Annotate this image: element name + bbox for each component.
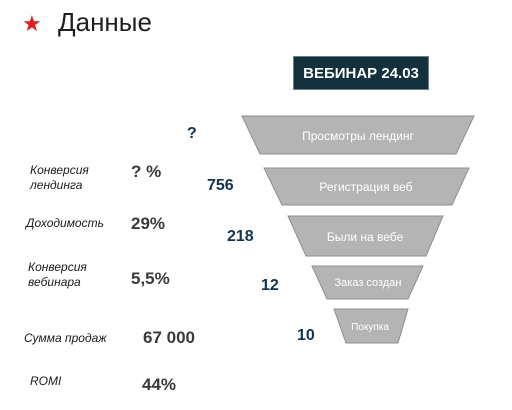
funnel-stage-attended: Были на вебе (287, 215, 444, 257)
funnel-label-registrations: Регистрация веб (319, 180, 412, 194)
metric-value-sales-sum: 67 000 (143, 328, 195, 347)
funnel-count-orders: 12 (261, 277, 279, 294)
page-title: Данные (58, 7, 152, 37)
metric-value-attendance: 29% (131, 214, 166, 233)
funnel-stage-purchases: Покупка (333, 308, 409, 344)
metric-value-landing-conversion: ? % (131, 162, 162, 181)
metric-label-romi: ROMI (30, 374, 62, 388)
funnel-count-registrations: 756 (207, 177, 234, 194)
funnel-shape-views (241, 115, 475, 155)
metric-value-webinar-conversion: 5,5% (131, 269, 170, 288)
funnel-label-orders: Заказ создан (335, 277, 402, 289)
funnel-count-views: ? (187, 125, 197, 142)
funnel-shape-attended (287, 215, 444, 257)
metric-value-romi: 44% (142, 375, 177, 394)
metric-label-webinar-conversion: Конверсия вебинара (28, 260, 87, 289)
star-icon: ★ (22, 11, 42, 36)
funnel-label-purchases: Покупка (351, 322, 389, 333)
funnel-shape-purchases (333, 308, 409, 344)
metric-label-landing-conversion: Конверсия лендинга (30, 163, 89, 192)
funnel-shape-orders (311, 265, 424, 300)
metric-label-attendance: Доходимость (26, 216, 104, 230)
funnel-label-views: Просмотры лендинг (302, 129, 414, 143)
funnel-count-attended: 218 (227, 228, 254, 245)
funnel-stage-registrations: Регистрация веб (263, 167, 470, 206)
funnel-count-purchases: 10 (297, 327, 315, 344)
metric-label-sales-sum: Сумма продаж (24, 331, 107, 345)
funnel-stage-views: Просмотры лендинг (241, 115, 475, 155)
webinar-badge: ВЕБИНАР 24.03 (293, 56, 429, 90)
funnel-stage-orders: Заказ создан (311, 265, 424, 300)
funnel-shape-registrations (263, 167, 470, 206)
funnel-label-attended: Были на вебе (327, 230, 404, 244)
